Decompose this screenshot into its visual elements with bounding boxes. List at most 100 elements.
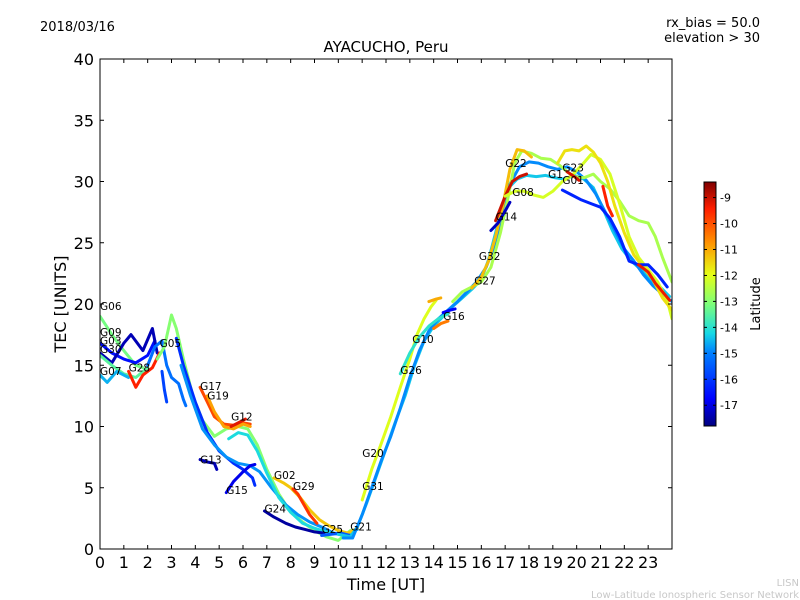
x-tick-label: 18 xyxy=(519,553,539,572)
x-tick-label: 6 xyxy=(238,553,248,572)
x-tick-label: 22 xyxy=(614,553,634,572)
series-line-g04 xyxy=(637,263,672,302)
series-line-g15b xyxy=(224,463,257,495)
series-line-g02 xyxy=(272,476,359,535)
satellite-label: G28 xyxy=(129,362,151,374)
satellite-label: G31 xyxy=(362,481,384,493)
x-tick-label: 3 xyxy=(166,553,176,572)
date-label: 2018/03/16 xyxy=(40,20,115,35)
satellite-label: G19 xyxy=(207,391,229,403)
y-tick-label: 15 xyxy=(74,356,94,375)
x-tick-label: 17 xyxy=(495,553,515,572)
series-line-g20 xyxy=(360,298,438,502)
y-tick-label: 10 xyxy=(74,418,94,437)
colorbar-tick-label: -11 xyxy=(720,243,738,256)
series-line-g27 xyxy=(451,149,672,304)
x-tick-label: 16 xyxy=(471,553,491,572)
satellite-label: G1 xyxy=(548,169,563,181)
satellite-label: G25 xyxy=(322,524,344,536)
footer-lisn: LISN xyxy=(777,578,799,589)
y-tick-label: 40 xyxy=(74,50,94,69)
series-line-g14b xyxy=(489,200,512,232)
plot-frame xyxy=(99,58,673,550)
axes: 0 1 2 3 4 5 6 7 8 9 10 11 12 13 14 15 16 17 18 19 20 21 22 2305… xyxy=(74,50,672,572)
series-line-g23 xyxy=(565,170,581,182)
x-tick-label: 23 xyxy=(638,553,658,572)
satellite-label: G13 xyxy=(200,454,222,466)
x-tick-label: 2 xyxy=(143,553,153,572)
x-tick-label: 9 xyxy=(309,553,319,572)
y-tick-label: 0 xyxy=(84,540,94,559)
colorbar-ticks: -9 -10 -11 -12 -13 -14 -15 -16 -17 xyxy=(704,192,738,412)
series-line-g11 xyxy=(227,431,352,539)
satellite-label: G10 xyxy=(412,334,434,346)
satellite-label: G17 xyxy=(200,381,222,393)
x-tick-label: 4 xyxy=(190,553,200,572)
satellite-label: G29 xyxy=(293,481,315,493)
satellite-label: G21 xyxy=(350,522,372,534)
satellite-label: G30 xyxy=(100,344,122,356)
satellite-label: G05 xyxy=(160,338,182,350)
y-tick-label: 5 xyxy=(84,479,94,498)
satellite-label: G14 xyxy=(496,212,518,224)
rx-bias-label: rx_bias = 50.0 xyxy=(666,16,760,31)
series-line-g22 xyxy=(601,184,614,218)
satellite-label: G06 xyxy=(100,301,122,313)
footer-network: Low-Latitude Ionospheric Sensor Network xyxy=(591,590,799,600)
series-line-g15 xyxy=(179,363,359,536)
satellite-label: G24 xyxy=(265,503,287,515)
series-line-g07 xyxy=(100,369,131,384)
x-tick-label: 8 xyxy=(286,553,296,572)
x-tick-label: 14 xyxy=(423,553,443,572)
x-tick-label: 20 xyxy=(566,553,586,572)
satellite-label: G15 xyxy=(226,485,248,497)
series-line-g13 xyxy=(198,458,219,471)
satellite-label: G32 xyxy=(479,251,501,263)
satellite-label: G01 xyxy=(562,175,584,187)
satellite-label: G20 xyxy=(362,448,384,460)
colorbar-tick-label: -14 xyxy=(720,321,738,334)
series-line-g14 xyxy=(494,172,529,223)
series-line-g29 xyxy=(291,487,319,525)
x-axis-label: Time [UT] xyxy=(346,575,425,594)
satellite-label: G09 xyxy=(100,327,122,339)
x-tick-label: 15 xyxy=(447,553,467,572)
x-tick-label: 12 xyxy=(376,553,396,572)
colorbar-tick-label: -9 xyxy=(720,192,731,205)
series-line-g18 xyxy=(155,313,352,542)
series-line-g28 xyxy=(127,351,162,389)
series-line-g03 xyxy=(100,327,159,365)
series-line-g12 xyxy=(229,417,247,428)
x-tick-label: 11 xyxy=(352,553,372,572)
x-tick-label: 1 xyxy=(119,553,129,572)
satellite-label: G26 xyxy=(400,365,422,377)
x-tick-label: 10 xyxy=(328,553,348,572)
satellite-label: G08 xyxy=(512,187,534,199)
colorbar xyxy=(703,181,717,427)
series-line-g16 xyxy=(441,307,457,315)
colorbar-tick-label: -10 xyxy=(720,218,738,231)
y-tick-label: 35 xyxy=(74,111,94,130)
satellite-label: G22 xyxy=(505,158,527,170)
series-layer xyxy=(100,144,672,542)
colorbar-tick-label: -13 xyxy=(720,295,738,308)
x-tick-label: 0 xyxy=(95,553,105,572)
y-tick-label: 30 xyxy=(74,173,94,192)
series-line-g24 xyxy=(263,509,326,535)
series-line-g06 xyxy=(100,314,145,370)
colorbar-tick-label: -16 xyxy=(720,373,738,386)
x-tick-label: 7 xyxy=(262,553,272,572)
series-line-g09 xyxy=(100,339,157,365)
x-tick-label: 5 xyxy=(214,553,224,572)
colorbar-label: Latitude xyxy=(749,277,764,331)
satellite-label: G27 xyxy=(474,275,496,287)
series-line-g16b xyxy=(432,319,450,330)
satellite-label: G03 xyxy=(100,335,122,347)
series-line-g05b xyxy=(160,369,169,404)
colorbar-tick-label: -15 xyxy=(720,347,738,360)
series-line-g01 xyxy=(560,188,669,289)
y-tick-label: 20 xyxy=(74,295,94,314)
satellite-label: G16 xyxy=(443,311,465,323)
